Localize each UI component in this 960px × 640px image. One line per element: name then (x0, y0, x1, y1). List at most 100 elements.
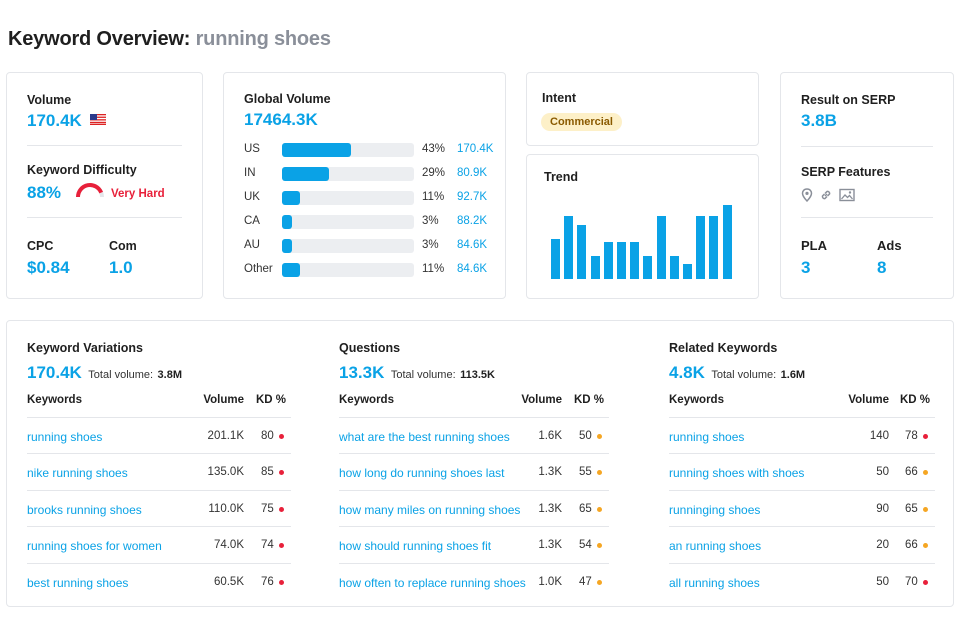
keyword-kd: 76 (261, 575, 274, 588)
col-keywords[interactable]: Keywords (339, 394, 394, 406)
keyword-link[interactable]: running shoes (669, 430, 745, 444)
share-percent: 3% (422, 215, 439, 227)
table-row: an running shoes 20 66 (669, 526, 935, 562)
divider (27, 217, 182, 218)
kd-indicator-icon (279, 543, 284, 549)
country-volume[interactable]: 84.6K (457, 263, 488, 275)
page-title: Keyword Overview: running shoes (8, 28, 331, 51)
col-keywords[interactable]: Keywords (27, 394, 82, 406)
keyword-link[interactable]: runninging shoes (669, 502, 761, 517)
keyword-kd: 74 (261, 539, 274, 552)
keyword-link[interactable]: running shoes with shoes (669, 466, 805, 481)
country-code: CA (244, 215, 260, 227)
keyword-volume: 1.0K (538, 575, 562, 588)
total-volume-value: 113.5K (460, 369, 495, 381)
section-count[interactable]: 4.8K (669, 363, 705, 382)
section-summary: 4.8K Total volume: 1.6M (669, 363, 805, 383)
country-volume[interactable]: 80.9K (457, 167, 488, 179)
global-volume-label: Global Volume (244, 92, 331, 106)
kd-indicator-icon (597, 543, 602, 549)
keyword-kd: 66 (905, 466, 918, 479)
share-bar-track (282, 263, 414, 277)
global-volume-row: AU 3% 84.6K (244, 238, 494, 254)
country-code: US (244, 143, 260, 155)
keyword-link[interactable]: all running shoes (669, 575, 760, 590)
keyword-link[interactable]: running shoes for women (27, 539, 162, 554)
ads-label: Ads (877, 238, 902, 253)
country-code: Other (244, 263, 273, 275)
divider (27, 145, 182, 146)
serp-result-label: Result on SERP (801, 93, 896, 107)
col-volume[interactable]: Volume (203, 394, 244, 406)
share-bar-track (282, 215, 414, 229)
keyword-volume: 50 (876, 466, 889, 479)
link-icon (819, 188, 833, 207)
trend-bar (590, 255, 600, 279)
trend-bar (696, 215, 706, 279)
kd-gauge-icon (75, 181, 105, 204)
country-volume[interactable]: 92.7K (457, 191, 488, 203)
global-volume-row: US 43% 170.4K (244, 142, 494, 158)
section-title: Related Keywords (669, 341, 778, 355)
page-title-keyword: running shoes (195, 28, 331, 50)
col-kd[interactable]: KD % (256, 394, 287, 406)
global-volume-row: UK 11% 92.7K (244, 190, 494, 206)
keyword-volume: 20 (876, 539, 889, 552)
keyword-kd: 78 (905, 430, 918, 442)
keyword-link[interactable]: running shoes (27, 430, 103, 444)
section-count[interactable]: 13.3K (339, 363, 385, 382)
kd-label: Keyword Difficulty (27, 163, 137, 177)
trend-bar (669, 255, 679, 279)
kd-indicator-icon (597, 579, 602, 585)
keyword-kd: 47 (579, 575, 592, 588)
total-volume-label: Total volume: (390, 369, 456, 381)
keyword-volume: 60.5K (213, 575, 244, 588)
section-title: Keyword Variations (27, 341, 144, 355)
kd-indicator-icon (923, 470, 928, 476)
table-row: all running shoes 50 70 (669, 562, 935, 599)
keyword-link[interactable]: an running shoes (669, 539, 762, 554)
share-bar-track (282, 143, 414, 157)
keyword-kd: 85 (261, 466, 274, 479)
keyword-link[interactable]: what are the best running shoes (339, 430, 510, 444)
volume-value: 170.4K (27, 111, 82, 130)
country-volume[interactable]: 88.2K (457, 215, 488, 227)
us-flag-icon (90, 112, 107, 130)
table-row: best running shoes 60.5K 76 (27, 562, 291, 599)
keyword-link[interactable]: best running shoes (27, 575, 129, 590)
keyword-volume: 1.3K (538, 539, 562, 552)
trend-bar (630, 241, 640, 279)
keyword-link[interactable]: how often to replace running shoes (339, 575, 526, 590)
col-kd[interactable]: KD % (900, 394, 931, 406)
table-row: running shoes with shoes 50 66 (669, 453, 935, 489)
cpc-label: CPC (27, 239, 54, 253)
global-volume-row: CA 3% 88.2K (244, 214, 494, 230)
country-volume[interactable]: 170.4K (457, 143, 494, 155)
col-keywords[interactable]: Keywords (669, 394, 724, 406)
keyword-kd: 65 (579, 502, 592, 515)
global-volume-row: IN 29% 80.9K (244, 166, 494, 182)
ads-value: 8 (877, 258, 887, 277)
share-bar-fill (282, 263, 300, 277)
keyword-link[interactable]: how many miles on running shoes (339, 502, 521, 517)
trend-bar (551, 238, 560, 279)
keyword-kd: 54 (579, 539, 592, 552)
share-percent: 29% (422, 167, 446, 179)
table-row: running shoes 201.1K 80 (27, 417, 291, 453)
keyword-kd: 75 (261, 502, 274, 515)
keyword-link[interactable]: how should running shoes fit (339, 539, 492, 554)
col-volume[interactable]: Volume (521, 394, 562, 406)
col-volume[interactable]: Volume (848, 394, 889, 406)
country-code: AU (244, 239, 260, 251)
col-kd[interactable]: KD % (574, 394, 605, 406)
country-volume[interactable]: 84.6K (457, 239, 488, 251)
com-label: Com (109, 239, 137, 253)
keyword-link[interactable]: how long do running shoes last (339, 466, 505, 481)
kd-indicator-icon (279, 434, 284, 439)
keyword-link[interactable]: brooks running shoes (27, 502, 142, 517)
keyword-link[interactable]: nike running shoes (27, 466, 128, 481)
total-volume-label: Total volume: (711, 369, 777, 381)
section-count[interactable]: 170.4K (27, 363, 82, 382)
cpc-value: $0.84 (27, 258, 70, 277)
trend-bar (683, 263, 692, 279)
